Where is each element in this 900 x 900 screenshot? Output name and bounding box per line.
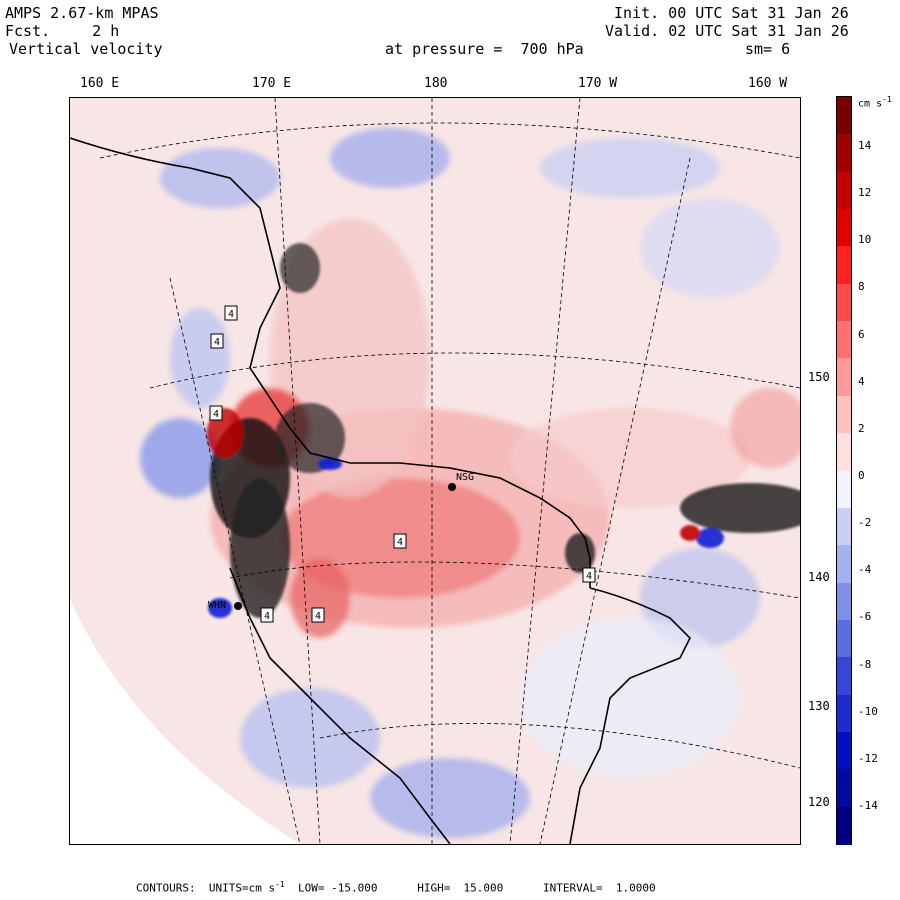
colorbar-label: -12 — [858, 751, 878, 765]
station-nsg-marker — [448, 483, 456, 491]
colorbar-swatch — [837, 657, 851, 696]
svg-text:4: 4 — [214, 337, 220, 348]
colorbar-swatch — [837, 507, 851, 546]
colorbar-label: -8 — [858, 657, 872, 671]
svg-text:4: 4 — [315, 611, 321, 622]
smoothing-label: sm= 6 — [745, 40, 791, 58]
colorbar-swatch — [837, 395, 851, 434]
colorbar-label: 8 — [858, 280, 865, 294]
lon-label-160e: 160 E — [80, 76, 120, 91]
colorbar-swatch — [837, 209, 851, 248]
colorbar-swatch — [837, 321, 851, 360]
colorbar-label: -14 — [858, 799, 878, 812]
colorbar-label: 6 — [858, 327, 865, 341]
footer-units-exp: -1 — [275, 880, 285, 889]
colorbar-units-exp: -1 — [882, 95, 892, 104]
footer-low: LOW= -15.000 — [297, 881, 378, 895]
colorbar-label: -2 — [858, 516, 872, 530]
svg-text:4: 4 — [397, 537, 403, 548]
colorbar-swatch — [837, 806, 851, 845]
colorbar-swatch — [837, 694, 851, 733]
colorbar-swatch — [837, 731, 851, 770]
forecast-value: 2 h — [92, 22, 120, 40]
colorbar-swatch — [837, 171, 851, 210]
contour-info-footer: CONTOURS: UNITS=cm s-1 LOW= -15.000 HIGH… — [136, 880, 656, 895]
colorbar-units-text: cm s — [858, 98, 883, 110]
vertical-velocity-map: 4 4 4 4 4 4 4 — [70, 98, 800, 844]
colorbar-label: 2 — [858, 421, 865, 435]
colorbar-label: 12 — [858, 186, 872, 200]
colorbar-swatch — [837, 283, 851, 322]
colorbar-swatch — [837, 769, 851, 808]
descent-regions — [140, 128, 780, 838]
footer-interval: INTERVAL= 1.0000 — [543, 881, 656, 895]
svg-text:4: 4 — [586, 571, 592, 582]
convective-cores — [207, 243, 800, 618]
colorbar-label: -4 — [858, 563, 872, 577]
svg-text:4: 4 — [264, 611, 270, 622]
forecast-label-text: Fcst. — [5, 22, 51, 40]
colorbar-swatch — [837, 97, 851, 135]
graticule — [99, 98, 800, 844]
station-whn-label: WHN — [208, 600, 227, 611]
colorbar-swatch — [837, 246, 851, 285]
colorbar-swatch — [837, 470, 851, 509]
station-nsg-label: NSG — [456, 472, 475, 483]
svg-text:4: 4 — [213, 409, 219, 420]
pressure-level: at pressure = 700 hPa — [385, 40, 584, 58]
colorbar-label: -10 — [858, 704, 878, 718]
lon-label-180: 180 — [424, 76, 448, 91]
colorbar-label: 10 — [858, 233, 872, 247]
colorbar-swatch — [837, 358, 851, 397]
lon-label-170w: 170 W — [578, 76, 618, 91]
map-panel: 4 4 4 4 4 4 4 — [69, 97, 801, 845]
off-domain-area — [70, 598, 300, 844]
lon-label-170e: 170 E — [252, 76, 292, 91]
footer-units: CONTOURS: UNITS=cm s — [136, 881, 276, 895]
lon-label-160w: 160 W — [748, 76, 788, 91]
model-title: AMPS 2.67-km MPAS — [5, 4, 159, 22]
colorbar-units: cm s-1 — [858, 95, 892, 109]
colorbar-swatch — [837, 134, 851, 173]
colorbar-label: 0 — [858, 469, 865, 482]
colorbar — [836, 96, 852, 845]
init-time: Init. 00 UTC Sat 31 Jan 26 — [614, 4, 849, 22]
contour-value-boxes: 4 4 4 4 4 4 4 — [209, 305, 596, 623]
colorbar-swatch — [837, 545, 851, 584]
forecast-label: Fcst. 2 h — [5, 22, 119, 40]
coastline — [70, 137, 691, 844]
field-title: Vertical velocity — [9, 40, 163, 58]
footer-high: HIGH= 15.000 — [417, 881, 504, 895]
colorbar-swatch — [837, 433, 851, 472]
station-whn-marker — [234, 602, 242, 610]
colorbar-swatch — [837, 582, 851, 621]
svg-text:4: 4 — [228, 309, 234, 320]
colorbar-label: 4 — [858, 374, 865, 388]
valid-time: Valid. 02 UTC Sat 31 Jan 26 — [605, 22, 849, 40]
colorbar-label: 14 — [858, 139, 872, 152]
colorbar-swatch — [837, 619, 851, 658]
colorbar-label: -6 — [858, 610, 872, 624]
